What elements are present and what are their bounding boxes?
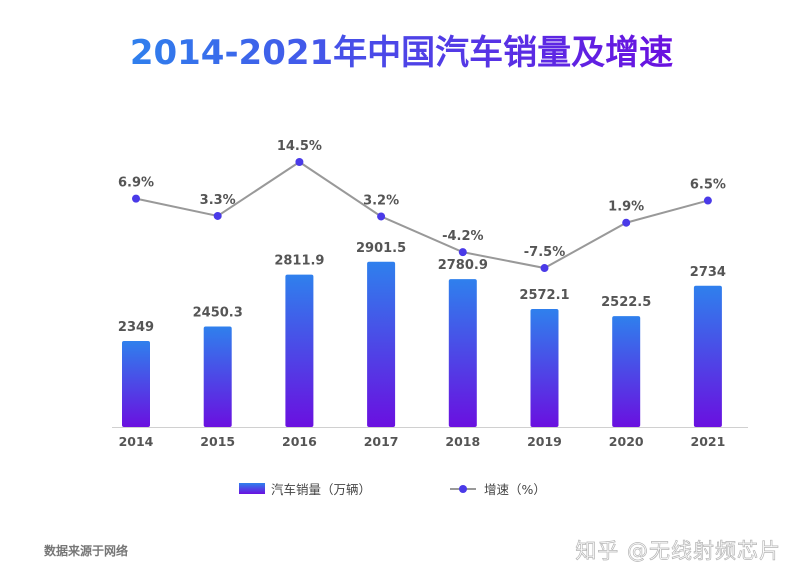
- bar-value-label-2014: 2349: [118, 320, 154, 335]
- growth-value-label-2018: -4.2%: [442, 229, 483, 244]
- x-tick-label-2021: 2021: [691, 434, 726, 449]
- legend-sales-label: 汽车销量（万辆）: [271, 481, 372, 497]
- legend-line-marker-icon: [450, 483, 476, 494]
- bar-value-label-2019: 2572.1: [519, 288, 569, 303]
- growth-line: [135, 160, 709, 270]
- source-note: 数据来源于网络: [44, 544, 129, 558]
- bar-2016: [285, 274, 314, 427]
- growth-marker-2021: [703, 196, 712, 205]
- x-tick-label-2014: 2014: [119, 434, 154, 449]
- growth-marker-2017: [377, 212, 386, 221]
- growth-marker-2015: [213, 211, 222, 220]
- growth-value-label-2017: 3.2%: [363, 193, 399, 208]
- bar-value-label-2021: 2734: [690, 265, 726, 280]
- chart-title: 2014-2021年中国汽车销量及增速: [0, 30, 803, 76]
- bar-2015: [203, 326, 232, 427]
- growth-value-label-2020: 1.9%: [608, 200, 644, 215]
- growth-marker-2016: [295, 158, 304, 166]
- bar-value-label-2016: 2811.9: [274, 254, 324, 269]
- growth-value-label-2014: 6.9%: [118, 176, 154, 191]
- x-tick-label-2017: 2017: [364, 434, 399, 449]
- x-tick-label-2016: 2016: [282, 434, 317, 449]
- legend: 汽车销量（万辆） 增速（%）: [0, 478, 803, 498]
- x-tick-label-2019: 2019: [527, 434, 562, 449]
- bar-2020: [612, 316, 641, 427]
- bar-2019: [530, 309, 559, 427]
- chart-title-text: 2014-2021年中国汽车销量及增速: [129, 33, 674, 73]
- legend-growth-label: 增速（%）: [484, 481, 546, 497]
- legend-bar-swatch-icon: [239, 482, 265, 494]
- growth-value-label-2021: 6.5%: [690, 178, 726, 193]
- growth-value-label-2019: -7.5%: [524, 245, 565, 260]
- growth-marker-2019: [540, 264, 549, 273]
- growth-marker-2018: [458, 248, 467, 257]
- bar-2021: [693, 285, 722, 427]
- legend-item-sales: 汽车销量（万辆）: [239, 478, 371, 498]
- growth-marker-2014: [132, 194, 140, 203]
- bar-value-label-2018: 2780.9: [438, 258, 488, 273]
- x-tick-label-2015: 2015: [200, 434, 235, 449]
- growth-marker-2020: [622, 218, 631, 227]
- bar-value-label-2017: 2901.5: [356, 241, 406, 256]
- bar-value-label-2020: 2522.5: [601, 295, 651, 310]
- x-tick-label-2018: 2018: [445, 434, 480, 449]
- bar-value-label-2015: 2450.3: [193, 306, 243, 321]
- bar-2018: [448, 279, 477, 427]
- x-tick-label-2020: 2020: [609, 434, 644, 449]
- growth-value-label-2015: 3.3%: [200, 193, 236, 208]
- legend-item-growth: 增速（%）: [450, 478, 546, 498]
- bar-2014: [122, 341, 150, 427]
- bar-2017: [367, 261, 396, 427]
- growth-value-label-2016: 14.5%: [277, 139, 322, 154]
- watermark: 知乎 @无线射频芯片: [575, 539, 781, 564]
